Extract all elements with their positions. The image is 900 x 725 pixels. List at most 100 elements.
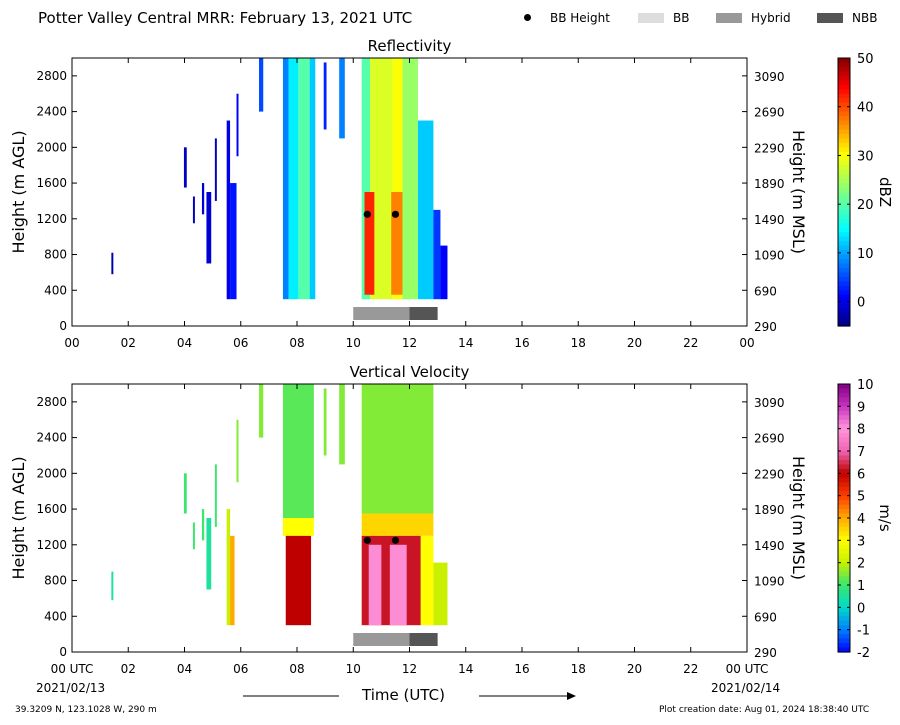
colorbar-segment [838,549,850,555]
colorbar-segment [838,321,850,327]
x-tick-label: 22 [683,662,698,676]
colorbar-segment [838,254,850,260]
bb-type-segment [409,307,438,320]
echo-cell [391,192,403,295]
colorbar-segment [838,142,850,148]
x-tick-label: 18 [571,336,586,350]
colorbar-segment [838,196,850,202]
echo-cell [214,464,217,527]
colorbar-segment [838,433,850,439]
colorbar-label: dBZ [876,177,894,207]
legend-bb-height-label: BB Height [550,11,610,25]
colorbar-segment [838,62,850,68]
colorbar-tick-label: 8 [857,423,865,438]
colorbar-segment [838,303,850,309]
y-tick-label: 1200 [36,212,67,226]
colorbar-segment [838,500,850,506]
x-axis-label: Time (UTC) [362,686,445,704]
colorbar-segment [838,455,850,461]
y-right-tick-label: 690 [754,284,777,298]
echo-cell [282,518,314,536]
colorbar-segment [838,192,850,198]
colorbar-segment [838,120,850,126]
x-tick-label: 00 UTC [726,662,769,676]
y-right-tick-label: 290 [754,646,777,660]
colorbar-segment [838,317,850,323]
reflectivity-colorbar: 0 10 20 30 40 50 dBZ [837,52,894,327]
colorbar-segment [838,183,850,189]
legend-bb-label: BB [673,11,690,25]
y-right-tick-label: 1090 [754,575,785,589]
colorbar-tick-label: 2 [857,557,865,572]
y-tick-label: 0 [59,645,67,659]
colorbar-tick-label: 7 [857,445,865,460]
colorbar-tick-label: 3 [857,534,865,549]
echo-cell [206,518,212,590]
echo-cell [368,544,382,626]
x-tick-label: 10 [346,336,361,350]
colorbar-frame [837,57,851,327]
location-note: 39.3209 N, 123.1028 W, 290 m [15,705,157,715]
echo-cell [364,192,375,295]
colorbar-segment [838,133,850,139]
x-tick-label: 00 [739,336,754,350]
x-tick-label: 12 [402,662,417,676]
colorbar-segment [838,410,850,416]
x-tick-label: 14 [458,662,473,676]
echo-cell [259,58,264,112]
bb-height-legend-marker [524,14,531,21]
bb-type-segment [409,633,438,646]
legend-hybrid-label: Hybrid [751,11,791,25]
echo-cell [370,58,393,300]
colorbar-segment [838,428,850,434]
colorbar-segment [838,187,850,193]
colorbar-segment [838,107,850,113]
colorbar-segment [838,491,850,497]
colorbar-segment [838,585,850,591]
colorbar-tick-label: 9 [857,400,865,415]
colorbar-segment [838,156,850,162]
colorbar-segment [838,419,850,425]
colorbar-segment [838,294,850,300]
page-title: Potter Valley Central MRR: February 13, … [38,9,413,27]
colorbar-segment [838,540,850,546]
colorbar-segment [838,580,850,586]
velocity-colorbar: -2 -1 0 1 2 3 4 5 6 7 8 9 10 m/s [837,378,894,661]
colorbar-segment [838,495,850,501]
time-arrows [243,692,576,700]
y-axis-label: Height (m AGL) [9,456,28,579]
y-tick-label: 1200 [36,538,67,552]
colorbar-segment [838,611,850,617]
echo-cell [361,513,434,536]
colorbar-segment [838,518,850,524]
colorbar-segment [838,553,850,559]
panel-title: Reflectivity [368,37,452,55]
colorbar-segment [838,299,850,305]
colorbar-segment [838,267,850,273]
echo-cell [226,509,231,626]
echo-cell [417,120,434,300]
colorbar-segment [838,138,850,144]
echo-cell [339,58,345,139]
colorbar-segment [838,392,850,398]
colorbar-segment [838,160,850,166]
colorbar-segment [838,482,850,488]
colorbar-segment [838,66,850,72]
echo-cell [236,419,239,483]
colorbar-segment [838,415,850,421]
colorbar-segment [838,209,850,215]
colorbar-segment [838,562,850,568]
colorbar-segment [838,643,850,649]
colorbar-segment [838,593,850,599]
colorbar-segment [838,125,850,131]
colorbar-segment [838,638,850,644]
colorbar-segment [838,616,850,622]
echo-cell [183,473,187,514]
echo-cell [433,562,448,626]
colorbar-segment [838,281,850,287]
colorbar-segment [838,236,850,242]
bb-type-segment [353,633,410,646]
x-tick-label: 06 [233,662,248,676]
colorbar-segment [838,625,850,631]
